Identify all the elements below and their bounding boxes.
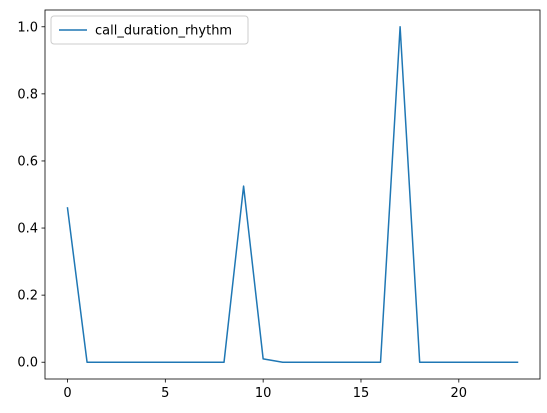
series-layer — [66, 26, 519, 363]
y-tick-label: 0.2 — [17, 289, 38, 304]
y-tick-label: 0.0 — [17, 356, 38, 371]
y-tick-label: 0.4 — [17, 222, 38, 237]
plot-background — [45, 10, 540, 379]
x-tick-label: 15 — [353, 386, 370, 401]
y-tick-label: 0.6 — [17, 154, 38, 169]
y-tick-label: 1.0 — [17, 20, 38, 35]
series-line-0 — [66, 26, 519, 363]
legend: call_duration_rhythm — [50, 15, 249, 45]
legend-box — [50, 15, 249, 45]
x-tick-label: 5 — [161, 386, 169, 401]
plot-area — [45, 10, 540, 379]
x-tick-label: 20 — [451, 386, 468, 401]
axes-layer: 0 5 10 15 20 0.0 0.2 0.4 0.6 0.8 1.0 — [17, 9, 541, 401]
y-tick-label: 0.8 — [17, 87, 38, 102]
x-tick-label: 0 — [63, 386, 71, 401]
x-tick-label: 10 — [255, 386, 272, 401]
legend-label: call_duration_rhythm — [95, 24, 232, 39]
axes-frame — [44, 9, 541, 380]
